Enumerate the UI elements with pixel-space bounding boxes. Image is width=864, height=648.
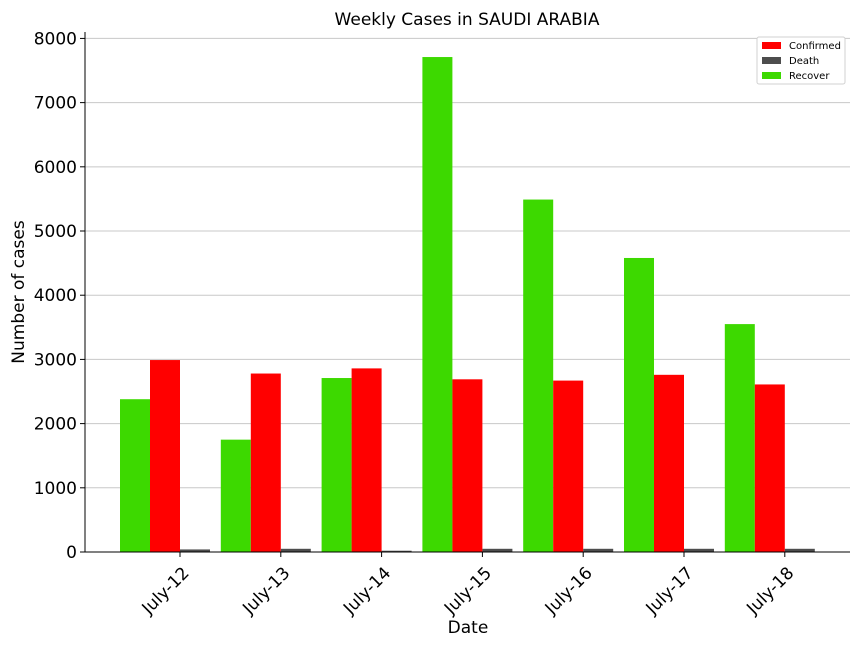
x-tick-label: July-13: [238, 563, 294, 619]
legend-label-recover: Recover: [789, 71, 830, 82]
bar-death-july-16: [583, 548, 614, 552]
y-tick-label: 7000: [34, 94, 77, 114]
x-tick-label: July-18: [742, 563, 798, 619]
bar-recover-july-15: [422, 57, 453, 552]
legend-label-death: Death: [789, 56, 819, 67]
y-tick-label: 4000: [34, 286, 77, 306]
bar-recover-july-13: [220, 439, 251, 552]
legend-swatch-recover: [762, 72, 781, 79]
x-tick-label: July-15: [440, 563, 496, 619]
y-tick-label: 5000: [34, 222, 77, 242]
gridlines: [85, 37, 850, 489]
bar-death-july-12: [180, 549, 210, 552]
x-tick-label: July-17: [642, 563, 698, 619]
bar-confirmed-july-13: [250, 373, 281, 552]
y-tick-label: 0: [66, 543, 77, 563]
x-ticks: July-12 July-13 July-14 July-15 July-16 July-…: [138, 552, 798, 619]
y-axis-title: Number of cases: [9, 220, 29, 364]
y-tick-label: 6000: [34, 158, 77, 178]
bar-recover-july-16: [523, 199, 554, 553]
x-tick-label: July-14: [339, 563, 395, 619]
bar-confirmed-july-18: [754, 384, 785, 552]
y-tick-label: 3000: [34, 350, 77, 370]
bar-recover-july-12: [120, 399, 150, 552]
y-tick-label: 8000: [34, 29, 77, 49]
y-ticks: 0 1000 2000 3000 4000 5000 6000 7000 8000: [34, 29, 85, 563]
bar-confirmed-july-12: [150, 360, 180, 552]
bar-confirmed-july-17: [654, 374, 684, 552]
x-tick-label: July-12: [138, 563, 194, 619]
legend-label-confirmed: Confirmed: [789, 41, 841, 52]
y-tick-label: 1000: [34, 479, 77, 499]
bar-death-july-17: [684, 548, 714, 552]
bar-recover-july-14: [321, 378, 352, 552]
x-axis-title: Date: [448, 618, 489, 638]
bar-recover-july-18: [724, 324, 755, 552]
legend: Confirmed Death Recover: [756, 36, 846, 85]
bar-death-july-14: [381, 550, 412, 552]
chart-title: Weekly Cases in SAUDI ARABIA: [335, 10, 600, 30]
x-tick-label: July-16: [541, 563, 597, 619]
bar-death-july-15: [482, 548, 513, 552]
bar-death-july-13: [280, 548, 311, 552]
bar-confirmed-july-15: [452, 379, 483, 552]
bar-confirmed-july-16: [553, 380, 584, 552]
legend-swatch-confirmed: [762, 42, 781, 49]
y-tick-label: 2000: [34, 415, 77, 435]
bars: [120, 57, 815, 553]
bar-recover-july-17: [624, 257, 654, 552]
bar-death-july-18: [784, 548, 815, 552]
bar-confirmed-july-14: [351, 368, 382, 552]
legend-swatch-death: [762, 57, 781, 64]
